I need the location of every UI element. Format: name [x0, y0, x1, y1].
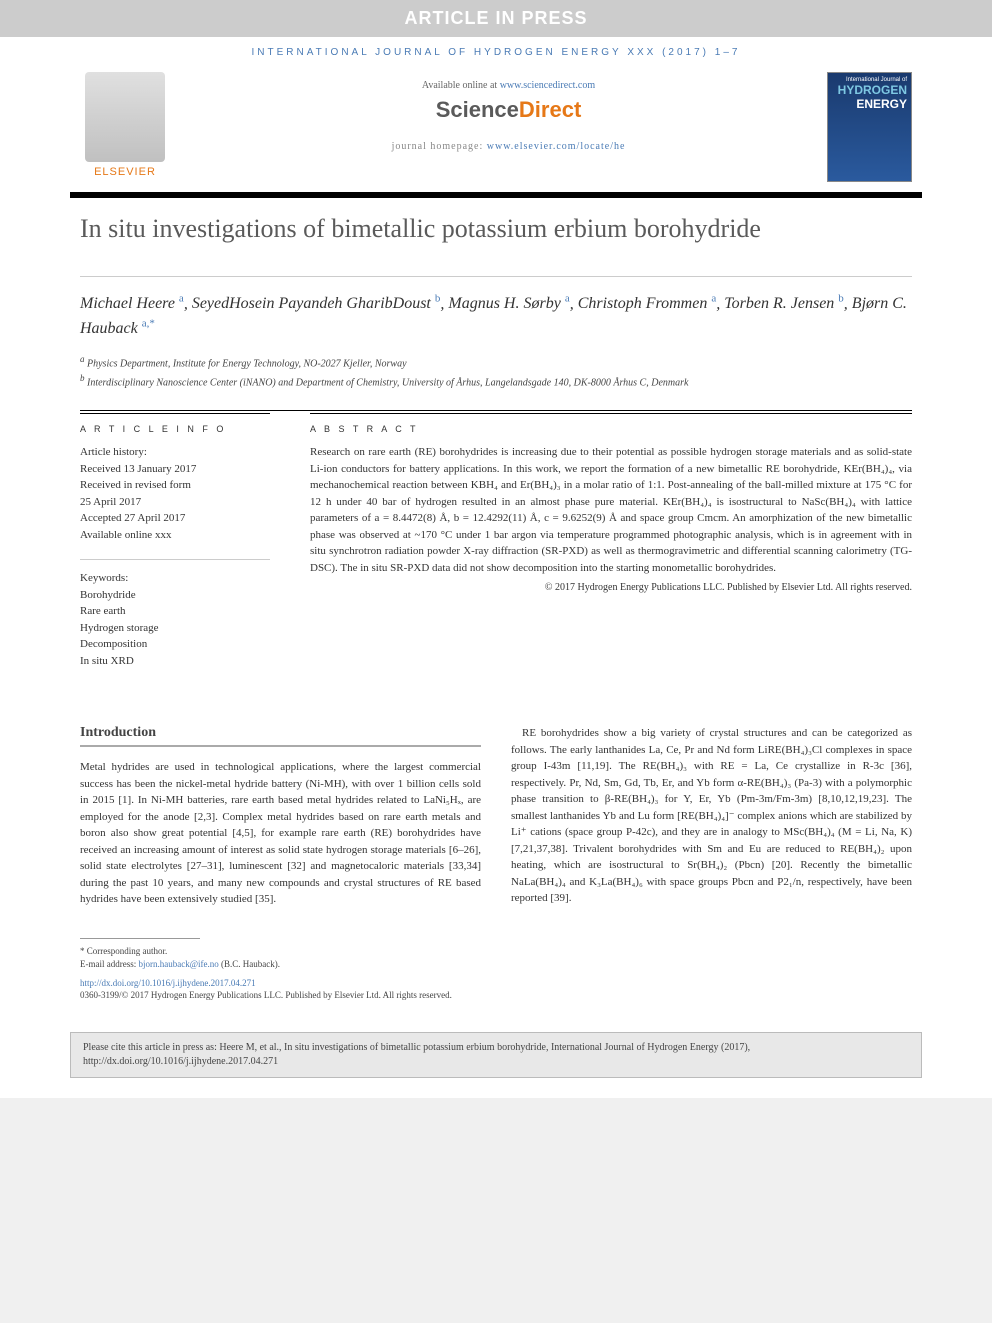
header-center: Available online at www.sciencedirect.co…	[190, 72, 827, 152]
keyword: Decomposition	[80, 636, 270, 653]
elsevier-tree-icon	[85, 72, 165, 162]
header-top: INTERNATIONAL JOURNAL OF HYDROGEN ENERGY…	[0, 37, 992, 62]
introduction-text-left: Metal hydrides are used in technological…	[80, 759, 481, 908]
available-online-text: Available online at www.sciencedirect.co…	[190, 80, 827, 91]
sciencedirect-link[interactable]: www.sciencedirect.com	[500, 80, 595, 91]
history-item: Received 13 January 2017	[80, 461, 270, 478]
article-info-heading: A R T I C L E I N F O	[80, 424, 270, 434]
author-email-link[interactable]: bjorn.hauback@ife.no	[138, 959, 218, 969]
footnote-separator	[80, 938, 200, 939]
info-divider	[80, 559, 270, 560]
doi-line: http://dx.doi.org/10.1016/j.ijhydene.201…	[80, 978, 912, 988]
keywords-label: Keywords:	[80, 570, 270, 587]
history-item: 25 April 2017	[80, 494, 270, 511]
author[interactable]: Michael Heere a	[80, 295, 184, 312]
keywords-block: Keywords: Borohydride Rare earth Hydroge…	[80, 570, 270, 669]
keyword: Borohydride	[80, 587, 270, 604]
introduction-heading: Introduction	[80, 725, 481, 747]
title-divider	[80, 276, 912, 277]
author[interactable]: Christoph Frommen a	[578, 295, 717, 312]
authors-list: Michael Heere a, SeyedHosein Payandeh Gh…	[80, 291, 912, 342]
keyword: Rare earth	[80, 603, 270, 620]
elsevier-logo[interactable]: ELSEVIER	[80, 72, 170, 178]
right-body-column: RE borohydrides show a big variety of cr…	[511, 725, 912, 972]
info-abstract-section: A R T I C L E I N F O Article history: R…	[80, 410, 912, 685]
author[interactable]: Magnus H. Sørby a	[448, 295, 569, 312]
page-container: ARTICLE IN PRESS INTERNATIONAL JOURNAL O…	[0, 0, 992, 1098]
journal-homepage-link[interactable]: www.elsevier.com/locate/he	[487, 141, 626, 152]
content-area: In situ investigations of bimetallic pot…	[0, 198, 992, 1020]
history-item: Available online xxx	[80, 527, 270, 544]
author[interactable]: Torben R. Jensen b	[724, 295, 844, 312]
article-in-press-banner: ARTICLE IN PRESS	[0, 0, 992, 37]
abstract-column: A B S T R A C T Research on rare earth (…	[310, 413, 912, 685]
sciencedirect-logo[interactable]: ScienceDirect	[190, 97, 827, 123]
bottom-copyright: 0360-3199/© 2017 Hydrogen Energy Publica…	[80, 990, 912, 1000]
history-item: Accepted 27 April 2017	[80, 510, 270, 527]
journal-cover-thumbnail[interactable]: International Journal of HYDROGEN ENERGY	[827, 72, 912, 182]
affiliation: b Interdisciplinary Nanoscience Center (…	[80, 372, 912, 390]
affiliations: a Physics Department, Institute for Ener…	[80, 353, 912, 390]
abstract-heading: A B S T R A C T	[310, 424, 912, 434]
keyword: In situ XRD	[80, 653, 270, 670]
journal-reference: INTERNATIONAL JOURNAL OF HYDROGEN ENERGY…	[80, 47, 912, 58]
corresponding-author-note: * Corresponding author.	[80, 945, 481, 959]
history-label: Article history:	[80, 444, 270, 461]
abstract-copyright: © 2017 Hydrogen Energy Publications LLC.…	[310, 582, 912, 593]
author[interactable]: SeyedHosein Payandeh GharibDoust b	[192, 295, 441, 312]
keyword: Hydrogen storage	[80, 620, 270, 637]
elsevier-name: ELSEVIER	[94, 166, 156, 178]
introduction-text-right: RE borohydrides show a big variety of cr…	[511, 725, 912, 907]
doi-link[interactable]: http://dx.doi.org/10.1016/j.ijhydene.201…	[80, 978, 256, 988]
email-footnote: E-mail address: bjorn.hauback@ife.no (B.…	[80, 958, 481, 972]
header-bar: ELSEVIER Available online at www.science…	[0, 62, 992, 192]
history-item: Received in revised form	[80, 477, 270, 494]
journal-homepage-text: journal homepage: www.elsevier.com/locat…	[190, 141, 827, 152]
article-info-column: A R T I C L E I N F O Article history: R…	[80, 413, 270, 685]
abstract-text: Research on rare earth (RE) borohydrides…	[310, 444, 912, 576]
left-body-column: Introduction Metal hydrides are used in …	[80, 725, 481, 972]
affiliation: a Physics Department, Institute for Ener…	[80, 353, 912, 371]
citation-box: Please cite this article in press as: He…	[70, 1032, 922, 1078]
body-columns: Introduction Metal hydrides are used in …	[80, 725, 912, 972]
article-title: In situ investigations of bimetallic pot…	[80, 212, 912, 246]
article-history-block: Article history: Received 13 January 201…	[80, 444, 270, 543]
